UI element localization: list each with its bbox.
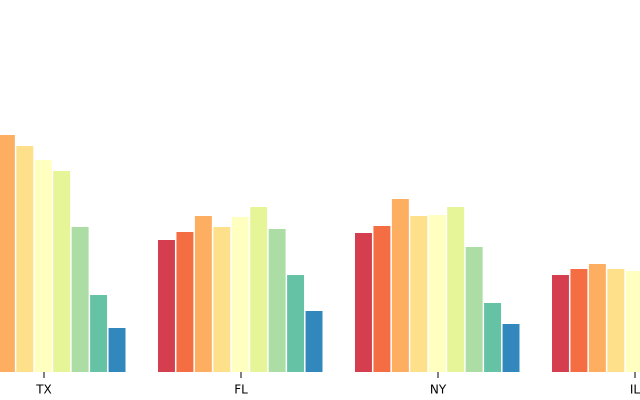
bar [625, 271, 640, 372]
bar [428, 215, 446, 372]
bar [484, 303, 502, 372]
x-tick-label: NY [430, 383, 447, 397]
x-tick-label: FL [234, 383, 248, 397]
bar [108, 328, 126, 372]
bar [355, 233, 372, 372]
bar [447, 207, 465, 372]
bar [213, 227, 231, 372]
bar [158, 240, 175, 372]
bar [34, 160, 52, 372]
bar [287, 275, 305, 372]
bar [176, 232, 194, 372]
bar [231, 217, 249, 372]
bar [268, 229, 286, 372]
bar [502, 324, 520, 372]
bar [391, 199, 409, 372]
bar [373, 226, 391, 372]
bar [53, 171, 71, 372]
bar [0, 135, 15, 372]
bar [607, 269, 625, 372]
bar [194, 216, 212, 372]
bar [90, 295, 108, 372]
x-tick-label: IL [630, 383, 640, 397]
bar [570, 269, 588, 372]
bar [71, 227, 89, 372]
bar [410, 216, 428, 372]
bar [588, 264, 606, 372]
bar [250, 207, 268, 372]
bar [465, 247, 483, 372]
x-tick-label: TX [35, 383, 52, 397]
bar [305, 311, 323, 372]
bar [16, 146, 34, 372]
bar [552, 275, 569, 372]
